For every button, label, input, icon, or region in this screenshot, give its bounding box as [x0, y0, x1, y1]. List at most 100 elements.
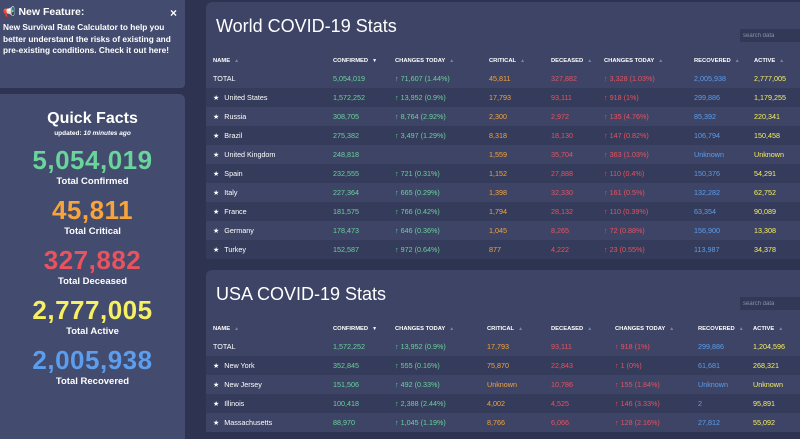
dchange-cell: ↑ 918 (1%)	[615, 337, 698, 356]
recovered-value: 150,376	[694, 169, 720, 178]
active-cell: 150,458	[754, 126, 800, 145]
column-header[interactable]: CHANGES TODAY ▲	[395, 52, 489, 69]
row-name: Spain	[224, 169, 243, 178]
sort-icon: ▲	[779, 57, 785, 64]
deceased-value: 27,888	[551, 169, 573, 178]
deceased-value: 4,222	[551, 245, 569, 254]
recovered-value: 63,354	[694, 207, 716, 216]
name-cell: ★ Brazil	[206, 126, 333, 145]
star-icon[interactable]: ★	[213, 114, 220, 121]
star-icon[interactable]: ★	[213, 247, 220, 254]
sort-icon: ▲	[449, 325, 455, 332]
active-value: 150,458	[754, 131, 780, 140]
banner-text: New Survival Rate Calculator to help you…	[3, 22, 171, 55]
column-header[interactable]: CHANGES TODAY ▲	[395, 320, 487, 337]
star-icon[interactable]: ★	[213, 382, 220, 389]
fact-critical: 45,811 Total Critical	[0, 195, 185, 237]
recovered-cell: 132,282	[694, 183, 754, 202]
active-value: 90,089	[754, 207, 776, 216]
column-header[interactable]: CRITICAL ▲	[487, 320, 551, 337]
column-header[interactable]: DECEASED ▲	[551, 52, 604, 69]
critical-value: 1,152	[489, 169, 507, 178]
column-header[interactable]: CRITICAL ▲	[489, 52, 551, 69]
deceased-cell: 93,111	[551, 88, 604, 107]
column-header[interactable]: NAME ▲	[206, 52, 333, 69]
column-header-label: CRITICAL	[487, 325, 515, 332]
table-row: ★ Spain 232,555 ↑ 721 (0.31%) 1,152 27,888 ↑ 1…	[206, 164, 800, 183]
active-value: 268,321	[753, 361, 779, 370]
column-header[interactable]: CHANGES TODAY ▲	[615, 320, 698, 337]
world-search-input[interactable]	[740, 29, 800, 42]
change-value: ↑ 721 (0.31%)	[395, 169, 440, 178]
recovered-value: 132,282	[694, 188, 720, 197]
confirmed-value: 352,845	[333, 361, 359, 370]
sort-icon: ▲	[734, 57, 740, 64]
deceased-cell: 8,265	[551, 221, 604, 240]
confirmed-value: 1,572,252	[333, 93, 365, 102]
change-value: ↑ 972 (0.64%)	[395, 245, 440, 254]
confirmed-cell: 88,970	[333, 413, 395, 432]
star-icon[interactable]: ★	[213, 401, 220, 408]
column-header[interactable]: NAME ▲	[206, 320, 333, 337]
star-icon[interactable]: ★	[213, 171, 220, 178]
dchange-value: ↑ 128 (2.16%)	[615, 418, 660, 427]
column-header[interactable]: ACTIVE ▲	[754, 52, 800, 69]
name-cell: TOTAL	[206, 337, 333, 356]
star-icon[interactable]: ★	[213, 152, 220, 159]
fact-value: 327,882	[43, 245, 142, 275]
usa-search-input[interactable]	[740, 297, 800, 310]
column-header[interactable]: RECOVERED ▲	[694, 52, 754, 69]
active-value: 13,308	[754, 226, 776, 235]
star-icon[interactable]: ★	[213, 363, 220, 370]
fact-label: Total Active	[66, 326, 119, 337]
column-header[interactable]: CONFIRMED ▼	[333, 52, 395, 69]
column-header-label: NAME	[213, 57, 231, 64]
confirmed-cell: 352,845	[333, 356, 395, 375]
change-value: ↑ 13,952 (0.9%)	[395, 342, 446, 351]
row-name: Massachusetts	[224, 418, 273, 427]
dchange-value: ↑ 72 (0.88%)	[604, 226, 645, 235]
dchange-cell: ↑ 1 (0%)	[615, 356, 698, 375]
star-icon[interactable]: ★	[213, 209, 220, 216]
deceased-value: 32,330	[551, 188, 573, 197]
deceased-cell: 22,843	[551, 356, 615, 375]
change-cell	[395, 145, 489, 164]
confirmed-cell: 275,382	[333, 126, 395, 145]
column-header[interactable]: RECOVERED ▲	[698, 320, 753, 337]
sort-icon: ▲	[738, 325, 744, 332]
deceased-cell: 6,066	[551, 413, 615, 432]
confirmed-cell: 181,575	[333, 202, 395, 221]
dchange-cell: ↑ 128 (2.16%)	[615, 413, 698, 432]
dchange-cell: ↑ 110 (0.4%)	[604, 164, 694, 183]
confirmed-value: 275,382	[333, 131, 359, 140]
change-cell: ↑ 492 (0.33%)	[395, 375, 487, 394]
star-icon[interactable]: ★	[213, 190, 220, 197]
name-cell: ★ New Jersey	[206, 375, 333, 394]
recovered-value: 27,812	[698, 418, 720, 427]
row-name: Illinois	[224, 399, 245, 408]
change-cell: ↑ 972 (0.64%)	[395, 240, 489, 259]
column-header[interactable]: ACTIVE ▲	[753, 320, 800, 337]
world-stats-title: World COVID-19 Stats	[216, 16, 397, 36]
star-icon[interactable]: ★	[213, 133, 220, 140]
star-icon[interactable]: ★	[213, 420, 220, 427]
column-header-label: NAME	[213, 325, 231, 332]
updated-prefix: updated:	[54, 130, 82, 137]
fact-label: Total Confirmed	[56, 176, 129, 187]
star-icon[interactable]: ★	[213, 95, 220, 102]
close-icon[interactable]: ×	[169, 6, 177, 20]
star-icon[interactable]: ★	[213, 228, 220, 235]
recovered-cell: 2,005,938	[694, 69, 754, 88]
recovered-value: 299,886	[694, 93, 720, 102]
confirmed-value: 151,506	[333, 380, 359, 389]
active-cell: 55,092	[753, 413, 800, 432]
column-header[interactable]: CONFIRMED ▼	[333, 320, 395, 337]
banner-link[interactable]: Check it out here!	[98, 45, 169, 55]
dchange-cell: ↑ 161 (0.5%)	[604, 183, 694, 202]
column-header[interactable]: CHANGES TODAY ▲	[604, 52, 694, 69]
updated-value: 10 minutes ago	[83, 130, 131, 137]
confirmed-value: 248,818	[333, 150, 359, 159]
column-header[interactable]: DECEASED ▲	[551, 320, 615, 337]
dchange-value: ↑ 363 (1.03%)	[604, 150, 649, 159]
deceased-cell: 18,130	[551, 126, 604, 145]
